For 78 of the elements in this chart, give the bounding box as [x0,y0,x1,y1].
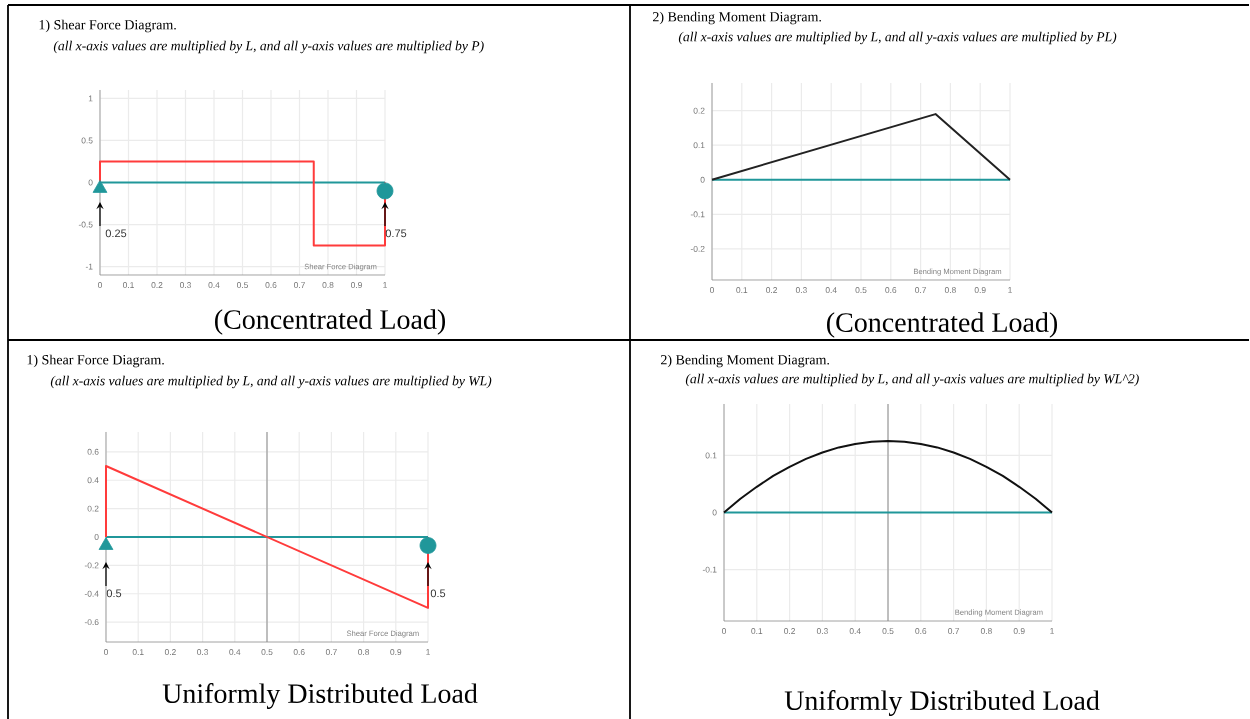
chart-subtitle: (all x-axis values are multiplied by L, and all y-axis values are multiplied by WL) [50,375,492,389]
x-tick-label: 0.8 [980,628,992,635]
text: Uniformly Distributed Load [784,690,1100,716]
line-series [723,440,1054,514]
x-tick-label: 0.9 [1013,628,1025,635]
annotation: 0.25 [105,229,127,238]
chart-subtitle: (all x-axis values are multiplied by L, and all y-axis values are multiplied by WL^2) [685,373,1139,387]
y-tick-label: 0.5 [81,137,93,144]
y-tick-label: -0.1 [702,566,717,573]
x-tick-label: 0.6 [885,287,897,294]
y-tick-label: -0.4 [84,590,99,597]
x-tick-label: 0.7 [948,628,960,635]
y-tick-label: 0.4 [87,477,99,484]
chart-subtitle: (all x-axis values are multiplied by L, and all y-axis values are multiplied by PL) [678,31,1117,45]
x-tick-label: 0.2 [151,282,163,289]
y-tick-label: -1 [85,263,93,270]
chart-subtitle: (all x-axis values are multiplied by L, and all y-axis values are multiplied by P) [53,40,484,54]
chart-title: 1) Shear Force Diagram. [39,19,176,33]
x-tick-label: 0.8 [358,649,370,656]
x-tick-label: 1 [383,282,387,288]
y-tick-label: -0.5 [78,221,93,228]
x-tick-label: 0.6 [293,649,305,656]
x-tick-label: 0.5 [236,282,248,289]
x-tick-label: 0.4 [208,282,220,289]
x-tick-label: 1 [1050,628,1054,634]
y-tick-label: -0.1 [690,211,705,218]
x-tick-label: 0.1 [736,287,748,294]
x-tick-label: 0.9 [974,287,986,294]
x-tick-label: 0.8 [322,282,334,289]
x-tick-label: 0.3 [197,649,209,656]
x-tick-label: 0.5 [261,649,273,656]
annotation: 0.5 [106,589,122,598]
y-tick-label: 0.2 [693,107,705,114]
x-tick-label: 0.6 [265,282,277,289]
y-tick-label: -0.2 [690,245,705,252]
x-tick-label: 0.5 [882,628,894,635]
x-tick-label: 0.2 [164,649,176,656]
x-tick-label: 0.2 [784,628,796,635]
x-tick-label: 0.1 [132,649,144,656]
y-tick-label: 0 [712,509,717,516]
chart-title: 2) Bending Moment Diagram. [653,11,822,25]
x-tick-label: 0.4 [849,628,861,635]
y-tick-label: 0.2 [87,505,99,512]
text: Uniformly Distributed Load [162,683,478,709]
y-tick-label: 0.1 [705,452,717,459]
x-tick-label: 0 [103,649,109,656]
x-tick-label: 0.4 [825,287,837,294]
y-tick-label: 0.1 [693,142,705,149]
x-tick-label: 0.2 [766,287,778,294]
x-tick-label: 0.7 [915,287,927,294]
x-tick-label: 0.1 [751,628,763,635]
x-tick-label: 0.9 [390,649,402,656]
x-tick-label: 1 [1008,287,1012,293]
text: 0.5 [430,589,446,598]
x-tick-label: 0 [721,628,727,635]
text: (Concentrated Load) [215,309,446,335]
y-tick-label: -0.6 [84,619,99,626]
chart-title: 1) Shear Force Diagram. [27,354,164,368]
y-tick-label: 0 [88,179,93,186]
x-tick-label: 1 [426,649,430,655]
x-tick-label: 0.4 [229,649,241,656]
y-tick-label: 0 [700,176,705,183]
y-tick-label: 1 [88,95,93,102]
x-tick-label: 0.3 [816,628,828,635]
x-tick-label: 0.9 [350,282,362,289]
x-tick-label: 0.7 [293,282,305,289]
x-tick-label: 0.8 [944,287,956,294]
y-tick-label: 0 [94,534,99,540]
x-tick-label: 0.3 [795,287,807,294]
text: (Concentrated Load) [827,312,1058,338]
x-tick-label: 0.1 [122,282,134,289]
x-tick-label: 0.7 [325,649,337,656]
y-tick-label: 0.6 [87,448,99,455]
chart-title: 2) Bending Moment Diagram. [661,354,830,368]
y-tick-label: -0.2 [84,562,99,569]
x-tick-label: 0.3 [179,282,191,289]
x-tick-label: 0.6 [915,628,927,635]
x-tick-label: 0.5 [855,287,867,294]
